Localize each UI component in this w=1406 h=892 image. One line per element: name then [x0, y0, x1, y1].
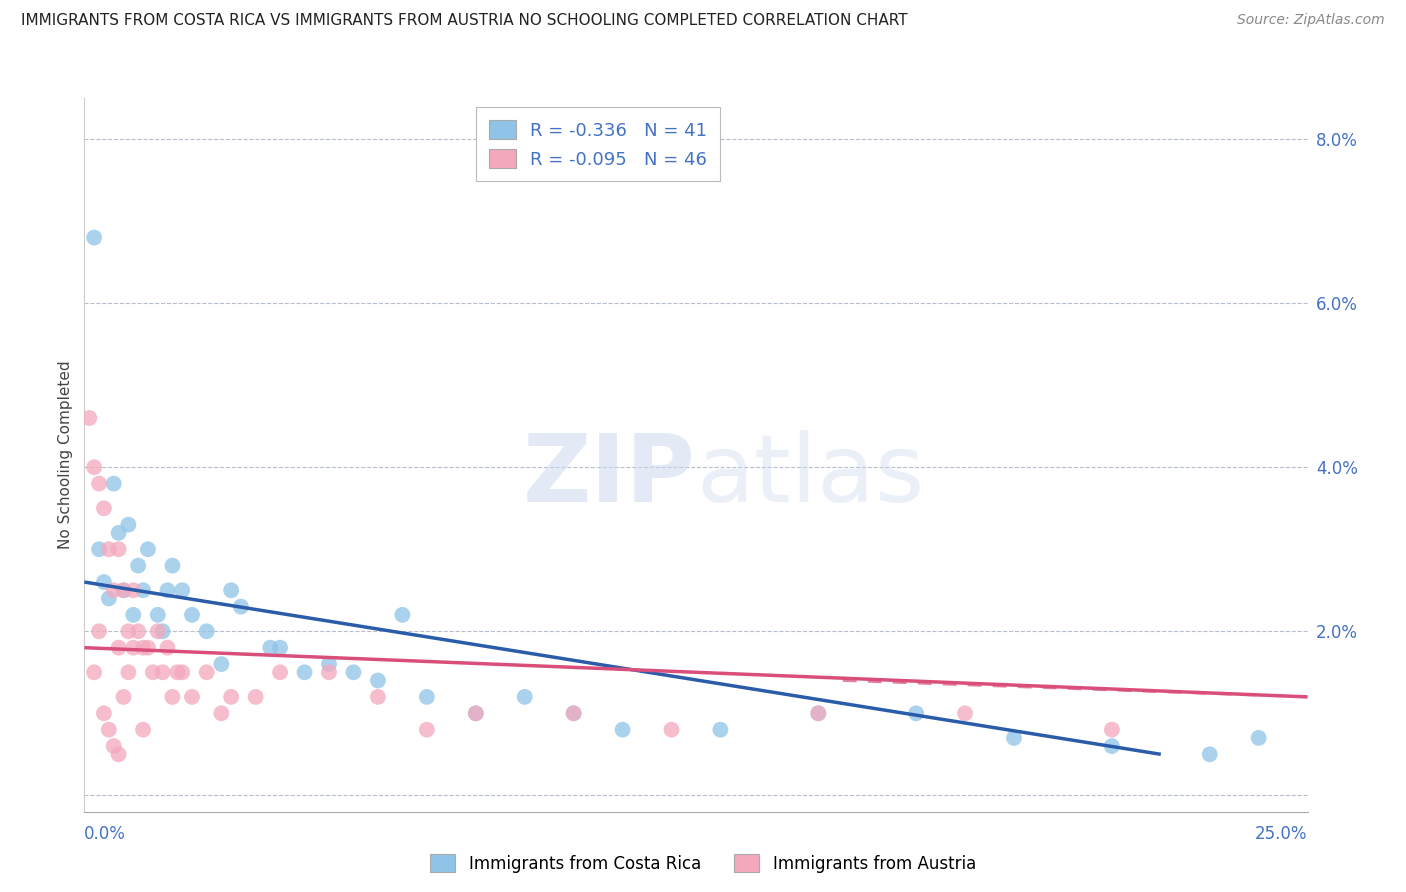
Point: [122, 583, 145, 598]
Point: [229, 599, 252, 614]
Point: [172, 665, 194, 680]
Point: [132, 723, 155, 737]
Point: [156, 640, 179, 655]
Point: [1002, 731, 1025, 745]
Text: Source: ZipAtlas.com: Source: ZipAtlas.com: [1237, 13, 1385, 28]
Point: [97, 591, 120, 606]
Point: [107, 747, 129, 762]
Point: [391, 607, 413, 622]
Point: [87, 542, 110, 557]
Point: [166, 665, 188, 680]
Point: [93, 706, 115, 721]
Point: [136, 542, 159, 557]
Point: [136, 640, 159, 655]
Point: [87, 624, 110, 639]
Point: [562, 706, 585, 721]
Point: [152, 624, 174, 639]
Point: [195, 665, 218, 680]
Point: [1247, 731, 1270, 745]
Point: [181, 690, 204, 704]
Point: [117, 517, 139, 532]
Point: [269, 640, 291, 655]
Point: [1101, 739, 1123, 753]
Point: [107, 640, 129, 655]
Point: [416, 723, 439, 737]
Point: [162, 558, 184, 573]
Point: [513, 690, 536, 704]
Point: [709, 723, 731, 737]
Point: [259, 640, 281, 655]
Text: IMMIGRANTS FROM COSTA RICA VS IMMIGRANTS FROM AUSTRIA NO SCHOOLING COMPLETED COR: IMMIGRANTS FROM COSTA RICA VS IMMIGRANTS…: [21, 13, 908, 29]
Point: [612, 723, 634, 737]
Point: [122, 640, 145, 655]
Point: [107, 542, 129, 557]
Point: [117, 665, 139, 680]
Point: [112, 690, 135, 704]
Point: [97, 542, 120, 557]
Text: 25.0%: 25.0%: [1256, 825, 1308, 843]
Point: [195, 624, 218, 639]
Point: [318, 657, 340, 671]
Point: [416, 690, 439, 704]
Point: [807, 706, 830, 721]
Legend: Immigrants from Costa Rica, Immigrants from Austria: Immigrants from Costa Rica, Immigrants f…: [423, 847, 983, 880]
Point: [146, 624, 169, 639]
Point: [464, 706, 486, 721]
Text: 0.0%: 0.0%: [84, 825, 127, 843]
Y-axis label: No Schooling Completed: No Schooling Completed: [58, 360, 73, 549]
Text: atlas: atlas: [696, 430, 924, 523]
Point: [152, 665, 174, 680]
Point: [142, 665, 165, 680]
Point: [97, 723, 120, 737]
Point: [318, 665, 340, 680]
Point: [269, 665, 291, 680]
Point: [112, 583, 135, 598]
Point: [93, 575, 115, 590]
Point: [103, 583, 125, 598]
Point: [172, 583, 194, 598]
Point: [1198, 747, 1220, 762]
Point: [905, 706, 928, 721]
Point: [342, 665, 364, 680]
Point: [93, 501, 115, 516]
Point: [122, 607, 145, 622]
Point: [162, 690, 184, 704]
Point: [661, 723, 683, 737]
Point: [127, 624, 149, 639]
Point: [146, 607, 169, 622]
Point: [1101, 723, 1123, 737]
Point: [245, 690, 267, 704]
Point: [87, 476, 110, 491]
Point: [367, 690, 389, 704]
Point: [83, 230, 105, 244]
Point: [156, 583, 179, 598]
Point: [953, 706, 976, 721]
Point: [77, 411, 100, 425]
Point: [107, 525, 129, 540]
Point: [464, 706, 486, 721]
Point: [209, 657, 232, 671]
Point: [367, 673, 389, 688]
Point: [219, 690, 242, 704]
Point: [83, 460, 105, 475]
Point: [132, 640, 155, 655]
Point: [103, 476, 125, 491]
Text: ZIP: ZIP: [523, 430, 696, 523]
Point: [103, 739, 125, 753]
Legend: R = -0.336   N = 41, R = -0.095   N = 46: R = -0.336 N = 41, R = -0.095 N = 46: [477, 107, 720, 181]
Point: [132, 583, 155, 598]
Point: [112, 583, 135, 598]
Point: [127, 558, 149, 573]
Point: [807, 706, 830, 721]
Point: [219, 583, 242, 598]
Point: [294, 665, 316, 680]
Point: [562, 706, 585, 721]
Point: [83, 665, 105, 680]
Point: [117, 624, 139, 639]
Point: [181, 607, 204, 622]
Point: [209, 706, 232, 721]
